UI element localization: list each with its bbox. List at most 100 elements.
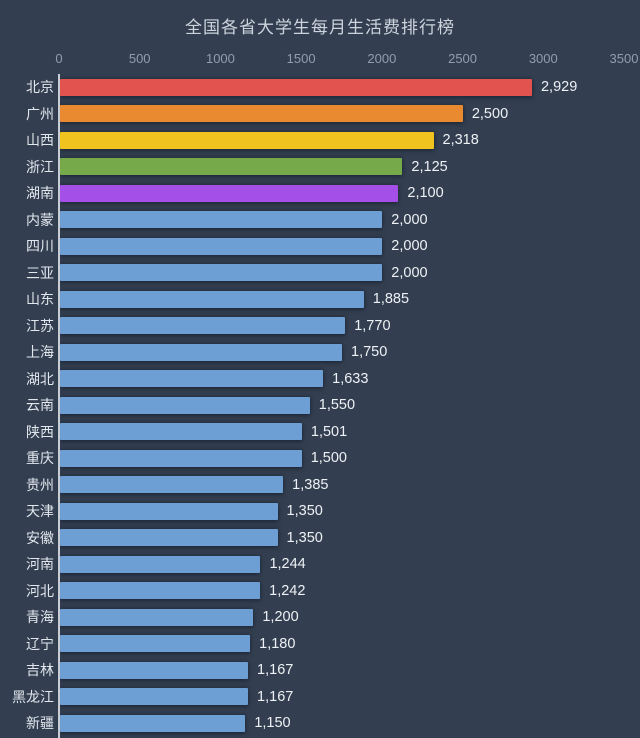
value-label: 2,500 [471, 105, 509, 122]
bar-area: 1,770 [60, 317, 624, 335]
category-label: 河北 [26, 582, 54, 599]
bar-row: 黑龙江 1,167 [0, 684, 640, 711]
bar-area: 2,500 [60, 105, 624, 123]
value-label: 1,167 [257, 688, 294, 705]
x-axis-tick: 0 [55, 51, 63, 66]
category-label: 贵州 [26, 476, 54, 493]
bar [60, 582, 261, 600]
bar [60, 608, 254, 626]
bar-area: 1,350 [60, 502, 624, 520]
bar-area: 2,100 [60, 184, 624, 202]
bar-area: 1,885 [60, 290, 624, 308]
bar-row: 河南 1,244 [0, 551, 640, 578]
bar-area: 1,150 [60, 714, 624, 732]
category-label: 山东 [26, 291, 54, 308]
bar [60, 423, 302, 441]
value-label: 1,885 [372, 291, 410, 308]
value-label: 2,000 [391, 211, 428, 228]
category-label: 江苏 [26, 317, 54, 334]
bar-row: 浙江 2,125 [0, 154, 640, 181]
bar [60, 661, 249, 679]
value-label: 1,770 [354, 317, 391, 334]
value-label: 1,550 [318, 397, 356, 414]
bar-area: 2,000 [60, 264, 624, 282]
value-label: 1,180 [259, 635, 296, 652]
bar-area: 1,167 [60, 661, 624, 679]
value-label: 2,929 [540, 79, 578, 96]
x-axis-tick: 1500 [286, 51, 316, 66]
category-label: 浙江 [26, 158, 54, 175]
bar-row: 天津 1,350 [0, 498, 640, 525]
bar-row: 重庆 1,500 [0, 445, 640, 472]
value-label: 2,000 [391, 264, 428, 281]
category-label: 天津 [26, 503, 54, 520]
bar-area: 1,550 [60, 396, 624, 414]
category-label: 湖北 [26, 370, 54, 387]
value-label: 1,167 [257, 662, 294, 679]
bar [60, 237, 383, 255]
bar-row: 陕西 1,501 [0, 419, 640, 446]
bar [60, 688, 249, 706]
value-label: 1,501 [310, 423, 348, 440]
bar-area: 1,242 [60, 582, 624, 600]
y-axis-line [58, 74, 60, 738]
bar-row: 北京 2,929 [0, 74, 640, 101]
value-label: 1,385 [292, 476, 329, 493]
bar-row: 三亚 2,000 [0, 260, 640, 287]
bar [60, 476, 284, 494]
bar [60, 529, 278, 547]
x-axis: 0 500 1000 1500 2000 2500 3000 3500 [55, 47, 638, 74]
bar [60, 635, 251, 653]
category-label: 山西 [26, 132, 54, 149]
category-label: 河南 [26, 556, 54, 573]
bar [60, 158, 403, 176]
bar-row: 河北 1,242 [0, 578, 640, 605]
bar-row: 安徽 1,350 [0, 525, 640, 552]
category-label: 安徽 [26, 529, 54, 546]
x-axis-tick: 2500 [448, 51, 478, 66]
chart-title: 全国各省大学生每月生活费排行榜 [185, 18, 455, 37]
bar-area: 1,167 [60, 688, 624, 706]
category-label: 内蒙 [26, 211, 54, 228]
bar-area: 2,318 [60, 131, 624, 149]
value-label: 1,350 [286, 503, 323, 520]
bar-row: 湖北 1,633 [0, 366, 640, 393]
bar-area: 1,633 [60, 370, 624, 388]
bar-row: 四川 2,000 [0, 233, 640, 260]
bar-area: 1,750 [60, 343, 624, 361]
bar-row: 湖南 2,100 [0, 180, 640, 207]
bar [60, 449, 302, 467]
bar-row: 云南 1,550 [0, 392, 640, 419]
value-label: 1,750 [351, 344, 388, 361]
bar-area: 1,500 [60, 449, 624, 467]
x-axis-tick: 3500 [609, 51, 639, 66]
value-label: 1,633 [332, 370, 369, 387]
bar-area: 1,350 [60, 529, 624, 547]
bar-area: 2,000 [60, 237, 624, 255]
bar [60, 290, 364, 308]
category-label: 四川 [26, 238, 54, 255]
category-label: 上海 [26, 344, 54, 361]
category-label: 吉林 [26, 662, 54, 679]
bar-area: 2,929 [60, 78, 624, 96]
x-axis-tick: 500 [128, 51, 151, 66]
category-label: 广州 [26, 105, 54, 122]
category-label: 三亚 [26, 264, 54, 281]
bar-area: 2,125 [60, 158, 624, 176]
bar [60, 555, 261, 573]
bar [60, 131, 434, 149]
bar [60, 78, 532, 96]
bar-area: 2,000 [60, 211, 624, 229]
value-label: 1,200 [262, 609, 299, 626]
bar-area: 1,501 [60, 423, 624, 441]
value-label: 2,100 [407, 185, 444, 202]
bar-row: 上海 1,750 [0, 339, 640, 366]
bar [60, 370, 324, 388]
bar-area: 1,180 [60, 635, 624, 653]
bar-row: 吉林 1,167 [0, 657, 640, 684]
value-label: 2,000 [391, 238, 428, 255]
bar-row: 江苏 1,770 [0, 313, 640, 340]
bar [60, 264, 383, 282]
value-label: 1,350 [286, 529, 323, 546]
bar-row: 山西 2,318 [0, 127, 640, 154]
